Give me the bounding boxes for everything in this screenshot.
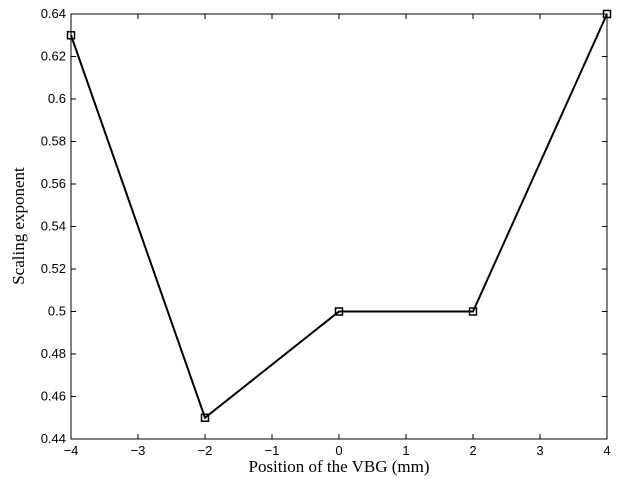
y-tick-label: 0.52: [41, 261, 66, 276]
data-point-marker: [602, 9, 612, 19]
x-tick-labels: −4 −3 −2 −1 0 1 2 3 4: [64, 443, 611, 458]
y-tick-label: 0.56: [41, 176, 66, 191]
x-tick-label: 3: [536, 443, 543, 458]
series-line: [70, 13, 608, 420]
data-point-marker: [66, 31, 76, 40]
x-tick-label: 4: [603, 443, 610, 458]
y-tick-label: 0.58: [41, 134, 66, 149]
x-tick-label: −2: [198, 443, 213, 458]
y-axis-label: Scaling exponent: [9, 167, 28, 285]
y-tick-label: 0.54: [41, 219, 66, 234]
y-tick-label: 0.64: [41, 6, 66, 21]
x-tick-label: −1: [265, 443, 280, 458]
data-point-marker: [200, 413, 210, 422]
y-tick-label: 0.44: [41, 431, 66, 446]
data-series: [66, 9, 612, 422]
y-tick-label: 0.62: [41, 49, 66, 64]
x-axis-label: Position of the VBG (mm): [248, 457, 429, 476]
plot-area-frame: [70, 13, 608, 440]
x-tick-label: −3: [131, 443, 146, 458]
x-tick-label: −4: [64, 443, 79, 458]
x-tick-label: 2: [469, 443, 476, 458]
y-tick-labels: 0.44 0.46 0.48 0.5 0.52 0.54 0.56 0.58 0.6 0.62 0.…: [41, 6, 66, 446]
y-tick-label: 0.6: [48, 91, 66, 106]
x-tick-label: 1: [402, 443, 409, 458]
axis-ticks: [70, 13, 608, 440]
y-tick-label: 0.5: [48, 304, 66, 319]
y-tick-label: 0.46: [41, 389, 66, 404]
data-point-marker: [334, 307, 344, 316]
y-tick-label: 0.48: [41, 346, 66, 361]
data-point-marker: [468, 307, 478, 316]
x-tick-label: 0: [335, 443, 342, 458]
